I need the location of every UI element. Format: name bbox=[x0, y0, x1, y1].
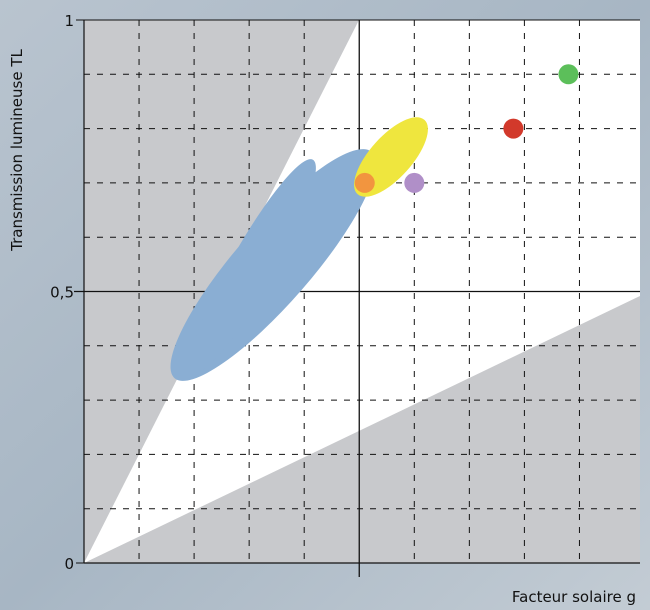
point bbox=[354, 172, 375, 193]
point bbox=[558, 64, 579, 85]
grid bbox=[74, 20, 640, 577]
point bbox=[503, 118, 524, 139]
point bbox=[404, 172, 425, 193]
y-axis-label: Transmission lumineuse TL bbox=[8, 49, 26, 252]
y-tick-label: 0 bbox=[64, 555, 74, 573]
y-tick-label: 1 bbox=[64, 12, 74, 30]
points bbox=[354, 64, 579, 193]
region-ellipse bbox=[190, 159, 316, 373]
x-axis-label: Facteur solaire g bbox=[512, 588, 636, 606]
limit-region bbox=[84, 296, 640, 563]
y-tick-label: 0,5 bbox=[50, 284, 74, 302]
